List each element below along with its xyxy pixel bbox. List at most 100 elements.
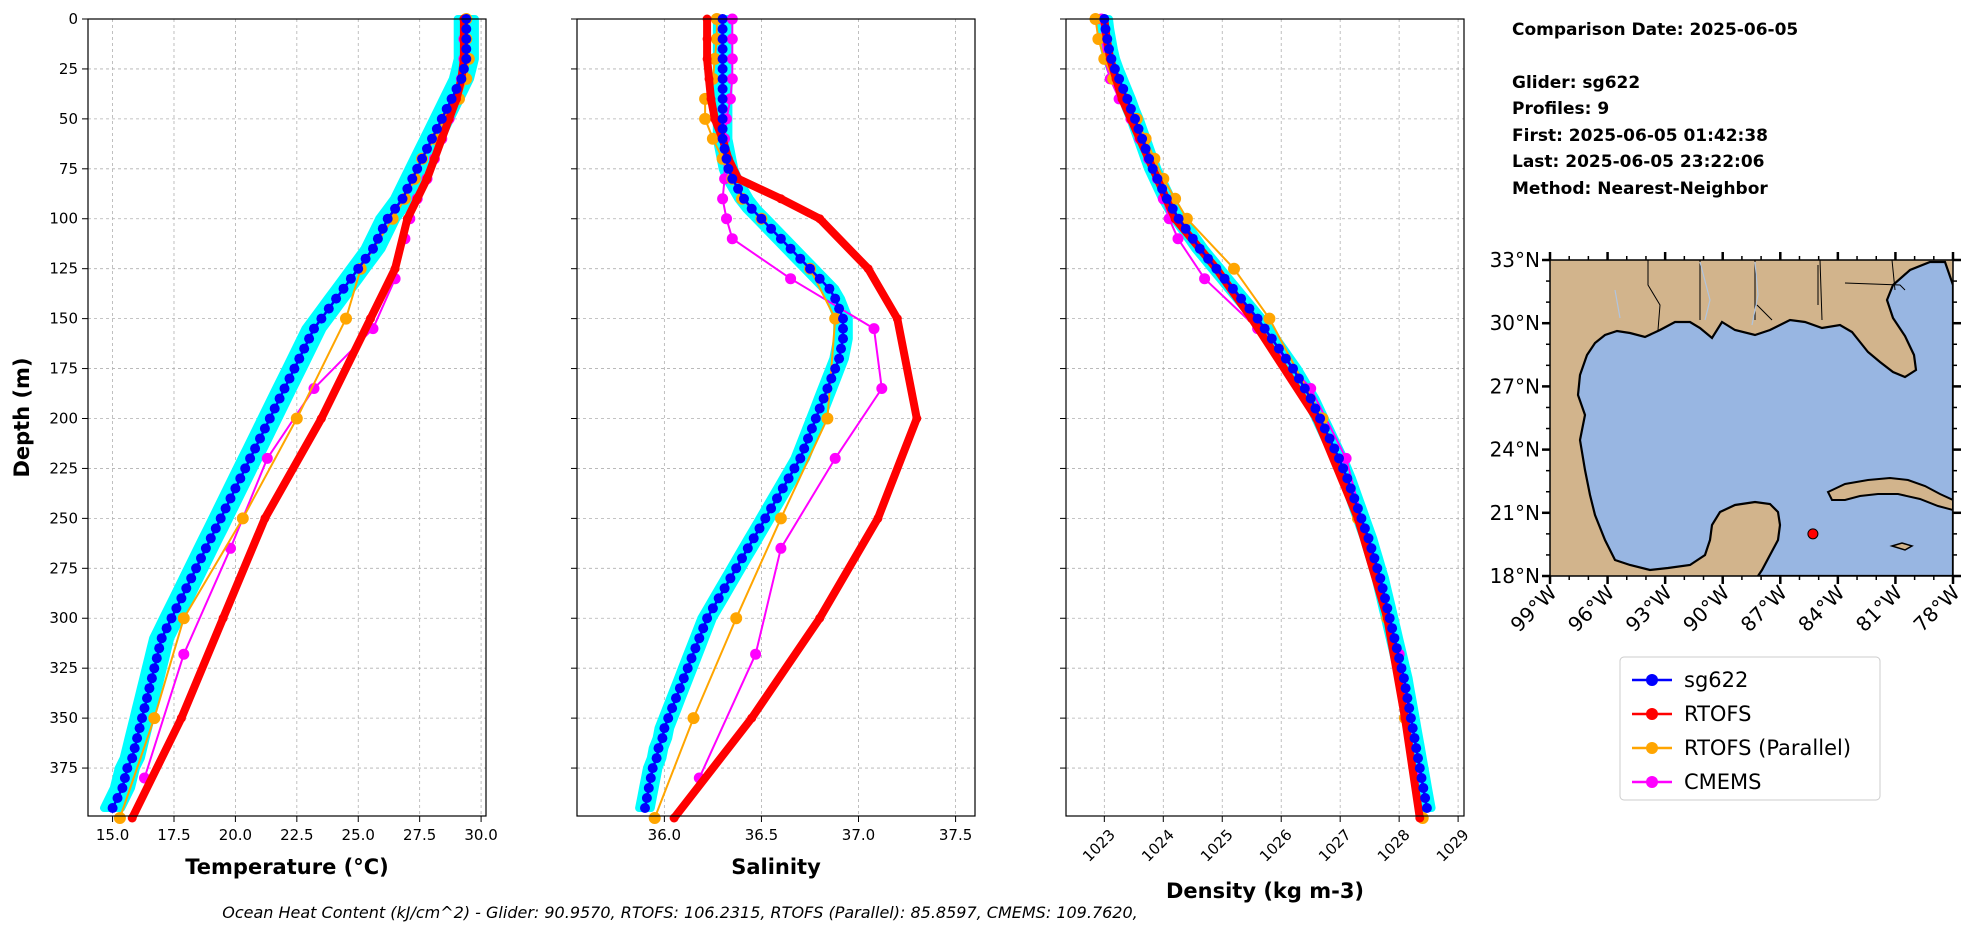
salinity-sg622-point — [645, 773, 656, 783]
temperature-x-tick-label: 15.0 — [96, 826, 129, 844]
density-sg622-point — [1187, 233, 1198, 244]
legend-label: sg622 — [1684, 668, 1748, 692]
temperature-sg622-point — [323, 303, 334, 314]
density-sg622-point — [1377, 583, 1388, 594]
density-sg622-point — [1122, 93, 1133, 104]
density-sg622-point — [1227, 283, 1238, 294]
salinity-sg622-point — [717, 83, 728, 94]
salinity-sg622-point — [678, 673, 689, 684]
temperature-sg622-point — [151, 653, 162, 664]
temperature-sg622-point — [220, 503, 231, 514]
salinity-rtofs-point — [747, 713, 757, 723]
salinity-sg622-point — [814, 403, 825, 414]
density-sg622-point — [1137, 133, 1148, 144]
salinity-rtofs-point — [892, 314, 902, 324]
temperature-sg622-point — [269, 403, 280, 414]
depth-y-tick-label: 275 — [49, 559, 78, 577]
salinity-x-ticks: 36.0 36.5 37.0 37.5 — [648, 816, 972, 844]
density-sg622-point — [1114, 73, 1125, 84]
density-sg622-point — [1133, 123, 1144, 134]
density-x-tick-label: 1029 — [1433, 826, 1473, 866]
depth-y-tick-label: 100 — [49, 210, 78, 228]
salinity-axes-frame — [576, 18, 976, 817]
temperature-x-tick-label: 30.0 — [464, 826, 497, 844]
salinity-sg622-point — [772, 493, 782, 504]
legend-label: RTOFS — [1684, 702, 1751, 726]
salinity-sg622-point — [795, 453, 806, 464]
salinity-sg622-point — [830, 363, 841, 374]
cuba-island — [1826, 476, 1953, 512]
density-cmems-point — [1340, 452, 1352, 464]
temperature-sg622-point — [451, 83, 462, 94]
salinity-sg622-point — [686, 653, 697, 664]
salinity-sg622-point — [760, 513, 771, 524]
temperature-sg622-point — [166, 613, 177, 624]
salinity-sg622-point — [838, 333, 848, 344]
temperature-axes-frame — [87, 18, 487, 817]
density-sg622-point — [1356, 513, 1367, 524]
temperature-sg622-point — [427, 133, 437, 144]
temperature-sg622-point — [215, 513, 226, 524]
salinity-sg622-point — [713, 593, 724, 604]
temperature-cmems-line — [143, 18, 468, 779]
density-sg622-point — [1402, 693, 1413, 704]
temperature-sg622-point — [412, 163, 423, 174]
jamaica-island — [1889, 542, 1914, 551]
depth-y-tick-label: 75 — [59, 160, 78, 178]
temperature-sg622-point — [461, 44, 472, 54]
density-sg622-point — [1310, 403, 1321, 414]
temperature-sg622-point — [360, 253, 371, 264]
profile-count: Profiles: 9 — [1512, 99, 1609, 119]
density-sg622-point — [1384, 613, 1395, 624]
temperature-sg622-point — [397, 193, 408, 204]
temperature-rtofs-point — [316, 414, 326, 423]
temperature-sg622-point — [299, 343, 310, 354]
temperature-sg622-point — [154, 643, 165, 654]
temperature-sg622-point — [210, 523, 221, 534]
temperature-sg622-point — [132, 733, 143, 744]
temperature-sg622-point — [127, 753, 138, 764]
salinity-sg622-point — [789, 463, 800, 474]
density-sg622-point — [1420, 793, 1431, 803]
density-cmems-point — [1199, 273, 1211, 285]
temperature-sg622-point — [230, 483, 241, 494]
density-x-tick-label: 1023 — [1079, 826, 1119, 866]
salinity-rtofs-parallel-point — [699, 112, 712, 125]
salinity-sg622-point — [822, 383, 833, 394]
salinity-sg622-point — [733, 183, 744, 194]
salinity-sg622-point — [640, 803, 650, 813]
salinity-sg622-point — [707, 603, 718, 614]
salinity-sg622-point — [766, 503, 777, 514]
salinity-sg622-point — [805, 263, 815, 274]
density-sg622-point — [1411, 743, 1422, 754]
legend-swatch-marker — [1646, 674, 1658, 686]
density-sg622-point — [1280, 353, 1291, 364]
density-sg622-point — [1288, 363, 1298, 374]
salinity-sg622-point — [717, 34, 728, 44]
temperature-x-tick-label: 22.5 — [280, 826, 313, 844]
temperature-sg622-point — [294, 353, 305, 364]
map-lat-label: 18°N — [1490, 564, 1540, 588]
density-sg622-point — [1382, 603, 1393, 614]
salinity-rtofs-parallel-point — [708, 52, 721, 65]
temperature-rtofs-point — [412, 194, 422, 204]
density-sg622-point — [1342, 473, 1353, 484]
temperature-sg622-point — [372, 233, 383, 244]
density-sg622-point — [1125, 103, 1136, 114]
salinity-rtofs-point — [815, 613, 825, 623]
legend-swatch-marker — [1646, 708, 1658, 720]
temperature-sg622-point — [274, 393, 285, 404]
salinity-sg622-point — [659, 723, 670, 734]
glider-location-marker — [1807, 528, 1819, 540]
salinity-rtofs-point — [706, 94, 716, 104]
temperature-plot-area — [100, 13, 479, 824]
temperature-x-tick-label: 25.0 — [342, 826, 375, 844]
temperature-sg622-point — [316, 313, 327, 324]
salinity-rtofs-point — [702, 34, 712, 44]
salinity-sg622-point — [754, 523, 765, 534]
density-sg622-point — [1173, 213, 1184, 224]
legend-box — [1619, 656, 1881, 801]
density-sg622-point — [1252, 313, 1263, 324]
temperature-rtofs-point — [260, 513, 270, 523]
